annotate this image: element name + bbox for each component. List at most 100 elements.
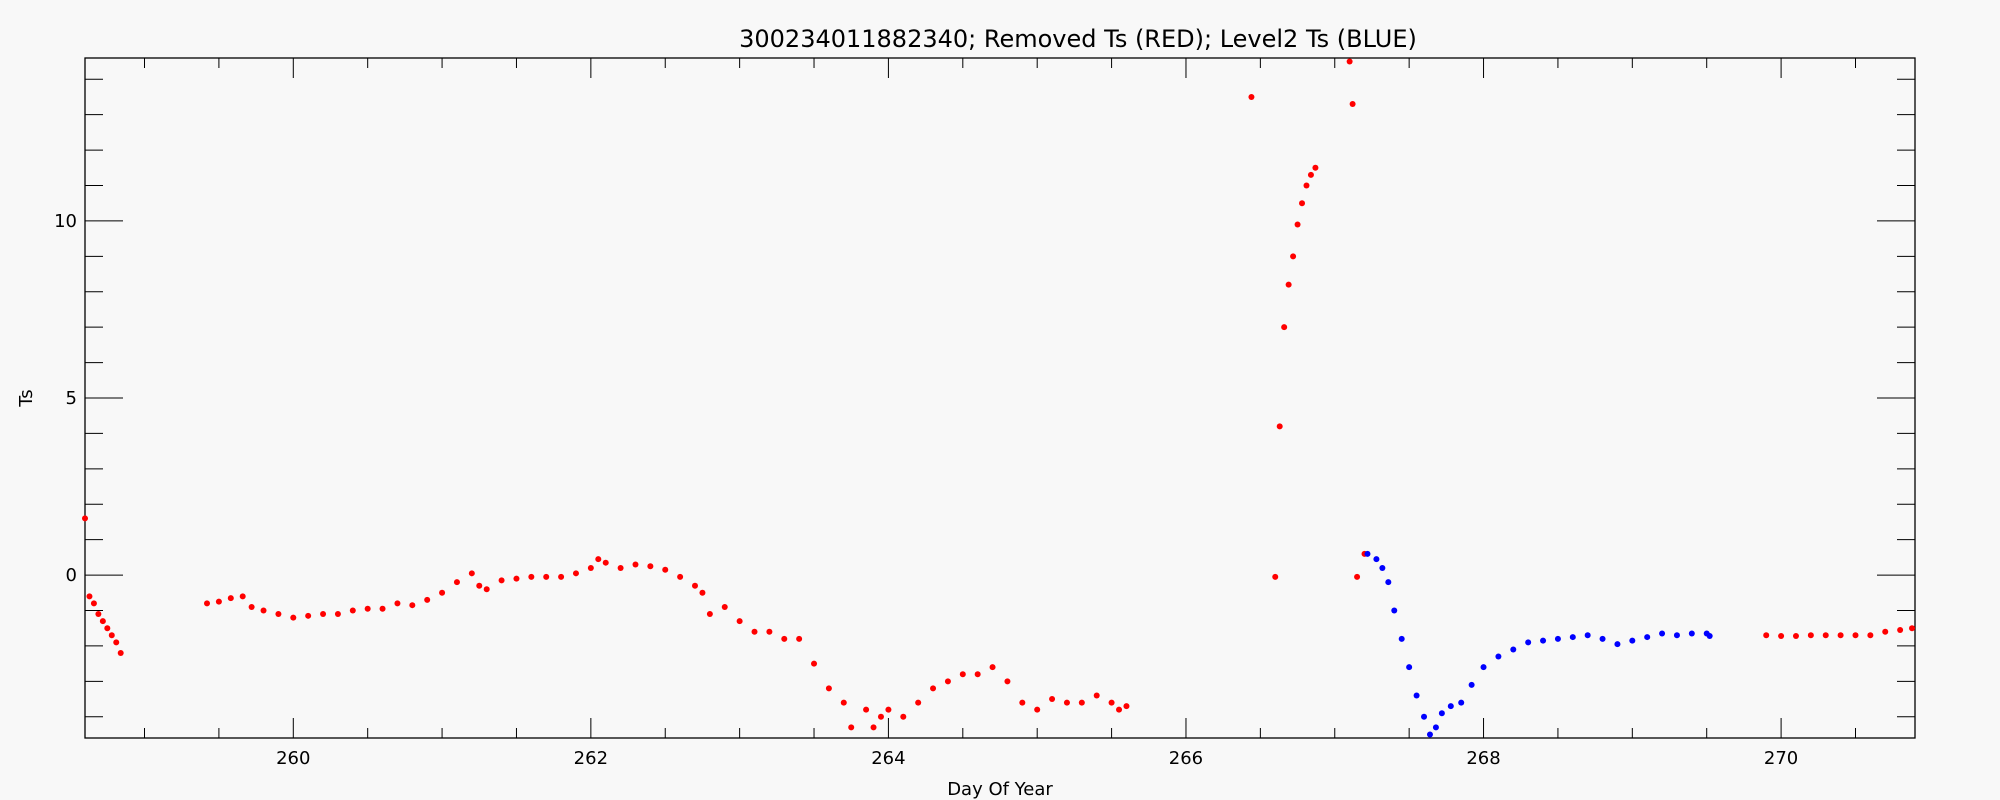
data-point xyxy=(1406,664,1413,671)
data-point xyxy=(1837,632,1844,639)
data-point xyxy=(944,678,951,685)
data-point xyxy=(1373,556,1380,563)
data-point xyxy=(870,724,877,731)
data-point xyxy=(1034,706,1041,713)
data-point xyxy=(900,713,907,720)
data-point xyxy=(290,614,297,621)
data-point xyxy=(1458,699,1465,706)
data-point xyxy=(1108,699,1115,706)
data-point xyxy=(1644,634,1651,641)
data-point xyxy=(677,573,684,580)
data-point xyxy=(1354,573,1361,580)
data-point xyxy=(1063,699,1070,706)
data-point xyxy=(1763,632,1770,639)
data-point xyxy=(959,671,966,678)
data-point xyxy=(558,573,565,580)
data-point xyxy=(424,596,431,603)
data-point xyxy=(1807,632,1814,639)
data-point xyxy=(394,600,401,607)
data-point xyxy=(781,635,788,642)
data-point xyxy=(86,593,93,600)
x-tick-label: 268 xyxy=(1466,748,1500,769)
data-point xyxy=(706,611,713,618)
x-tick-label: 262 xyxy=(574,748,608,769)
data-point xyxy=(260,607,267,614)
data-point xyxy=(1294,221,1301,228)
data-point xyxy=(632,561,639,568)
data-point xyxy=(409,602,416,609)
data-point xyxy=(662,566,669,573)
data-point xyxy=(476,582,483,589)
data-point xyxy=(204,600,210,607)
data-point xyxy=(877,713,884,720)
data-point xyxy=(1379,565,1386,571)
x-tick-label: 266 xyxy=(1169,748,1203,769)
data-point xyxy=(1432,724,1439,731)
data-point xyxy=(513,575,520,582)
data-point xyxy=(1116,706,1123,713)
data-point xyxy=(1019,699,1026,706)
data-point xyxy=(840,699,847,706)
data-point xyxy=(1391,607,1398,614)
data-point xyxy=(1349,101,1356,108)
data-point xyxy=(736,618,743,625)
data-point xyxy=(528,573,535,580)
data-point xyxy=(617,565,624,571)
data-point xyxy=(275,611,282,618)
data-point xyxy=(1706,633,1713,639)
data-point xyxy=(796,635,803,642)
data-point xyxy=(108,632,115,639)
data-point xyxy=(349,607,356,614)
data-point xyxy=(1792,633,1799,639)
data-point xyxy=(1312,164,1319,171)
data-point xyxy=(95,611,102,618)
data-point xyxy=(1629,637,1636,644)
x-tick-label: 260 xyxy=(276,748,310,769)
data-point xyxy=(1421,713,1428,720)
x-axis-label: Day Of Year xyxy=(947,779,1053,800)
data-point xyxy=(439,589,446,596)
data-point xyxy=(334,611,341,618)
data-point xyxy=(1426,731,1433,738)
data-point xyxy=(595,556,602,563)
data-point xyxy=(811,660,818,667)
data-point xyxy=(1398,635,1405,642)
data-point xyxy=(117,650,124,656)
series-1 xyxy=(1364,550,1713,738)
data-point xyxy=(1299,200,1306,207)
data-point xyxy=(1778,633,1785,639)
data-point xyxy=(602,559,609,566)
data-point xyxy=(82,515,88,522)
data-point xyxy=(1413,692,1420,699)
data-point xyxy=(1822,632,1829,639)
data-point xyxy=(915,699,922,706)
data-point xyxy=(1495,653,1502,660)
data-point xyxy=(1307,171,1314,178)
data-point xyxy=(1303,182,1310,189)
data-point xyxy=(453,579,460,586)
data-point xyxy=(1004,678,1011,685)
data-point xyxy=(104,625,111,632)
data-point xyxy=(215,598,222,605)
data-point xyxy=(1525,639,1532,646)
data-point xyxy=(863,706,870,713)
data-point xyxy=(1364,550,1371,557)
data-point xyxy=(1882,628,1889,635)
data-point xyxy=(572,570,579,577)
data-point xyxy=(483,586,490,593)
y-tick-label: 5 xyxy=(66,388,77,409)
y-axis: 0 5 10 xyxy=(54,78,1915,718)
data-point xyxy=(113,639,120,646)
data-point xyxy=(825,685,832,692)
data-point xyxy=(1438,710,1445,717)
data-point xyxy=(239,593,246,600)
data-point xyxy=(692,582,698,589)
data-point xyxy=(1281,324,1288,331)
data-point xyxy=(1540,637,1547,644)
y-tick-label: 10 xyxy=(54,211,77,232)
data-point xyxy=(1554,635,1561,642)
data-point xyxy=(1276,423,1283,430)
data-point xyxy=(379,605,386,612)
